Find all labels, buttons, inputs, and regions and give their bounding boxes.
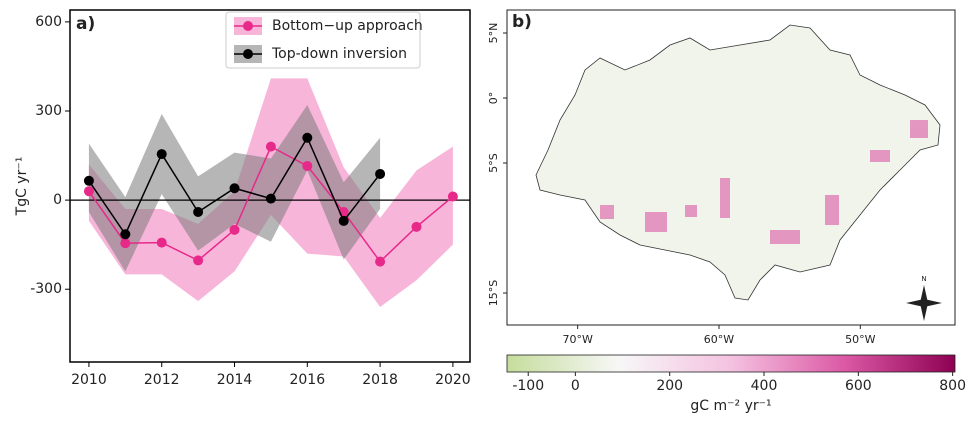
point xyxy=(375,256,386,267)
legend-marker xyxy=(243,49,253,59)
y-tick-label: 600 xyxy=(35,14,62,30)
point xyxy=(156,237,167,248)
svg-text:N: N xyxy=(921,275,926,283)
point xyxy=(338,215,349,226)
x-tick-label: 2018 xyxy=(362,372,398,388)
point xyxy=(302,132,313,143)
y-tick-label: 15°S xyxy=(487,280,500,306)
point xyxy=(193,255,204,266)
colorbar-tick-label: 0 xyxy=(571,378,580,394)
x-tick-label: 50°W xyxy=(845,333,875,346)
point xyxy=(83,186,94,197)
point xyxy=(83,175,94,186)
map-region xyxy=(535,24,941,301)
panel-label: a) xyxy=(76,14,95,34)
colorbar-tick-label: -100 xyxy=(512,378,544,394)
panel-label: b) xyxy=(512,12,532,32)
y-tick-label: -300 xyxy=(30,281,62,297)
map-frame xyxy=(506,9,956,326)
colorbar-tick-label: 800 xyxy=(939,378,966,394)
y-tick-label: 0 xyxy=(53,192,62,208)
colorbar-tick-label: 600 xyxy=(845,378,872,394)
point xyxy=(120,238,131,249)
point xyxy=(193,206,204,217)
colorbar xyxy=(506,354,956,373)
point xyxy=(265,141,276,152)
x-tick-label: 2020 xyxy=(435,372,471,388)
point xyxy=(447,191,458,202)
x-tick-label: 2014 xyxy=(217,372,253,388)
point xyxy=(120,229,131,240)
x-tick-label: 70°W xyxy=(562,333,592,346)
point xyxy=(229,224,240,235)
colorbar-tick-label: 400 xyxy=(751,378,778,394)
point xyxy=(302,160,313,171)
y-tick-label: 5°S xyxy=(487,153,500,172)
map-hotspots xyxy=(600,120,928,244)
x-tick-label: 60°W xyxy=(704,333,734,346)
point xyxy=(265,193,276,204)
x-tick-label: 2016 xyxy=(289,372,325,388)
colorbar-label: gC m⁻² yr⁻¹ xyxy=(690,398,771,414)
legend-label: Bottom−up approach xyxy=(272,18,423,34)
legend-marker xyxy=(243,21,253,31)
y-tick-label: 300 xyxy=(35,103,62,119)
colorbar-tick-label: 200 xyxy=(656,378,683,394)
y-tick-label: 0° xyxy=(487,92,500,105)
legend-label: Top-down inversion xyxy=(271,46,407,62)
x-tick-label: 2012 xyxy=(144,372,180,388)
y-tick-label: 5°N xyxy=(487,23,500,44)
point xyxy=(229,183,240,194)
north-arrow: N xyxy=(906,275,942,321)
x-tick-label: 2010 xyxy=(71,372,107,388)
legend-box xyxy=(225,11,421,69)
plot-frame xyxy=(69,9,471,363)
point xyxy=(411,221,422,232)
point xyxy=(375,168,386,179)
y-axis-label: TgC yr⁻¹ xyxy=(14,157,30,217)
point xyxy=(156,149,167,160)
